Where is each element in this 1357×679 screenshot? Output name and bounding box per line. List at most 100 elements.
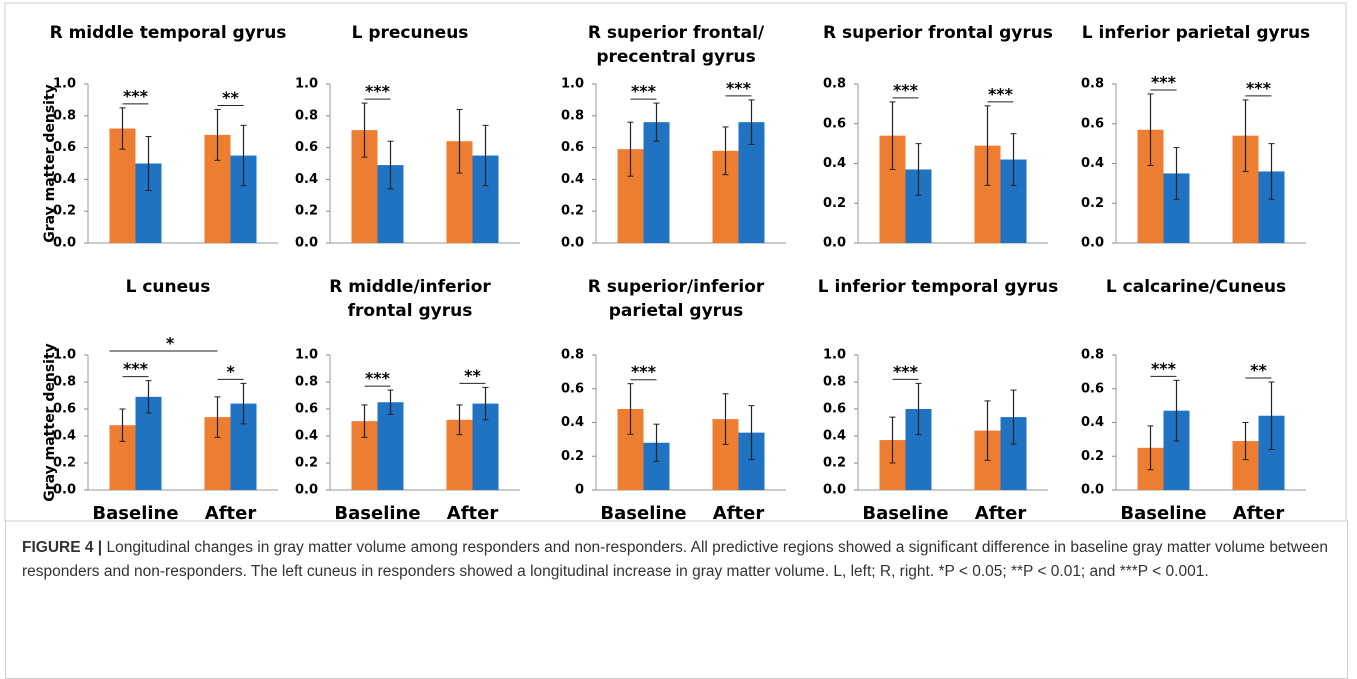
y-tick-label: 0.6: [53, 402, 76, 417]
significance-label: ***: [726, 78, 752, 97]
x-tick-label: Baseline: [1120, 503, 1206, 522]
significance-label: **: [464, 366, 481, 385]
y-tick-label: 0.8: [53, 375, 76, 390]
x-tick-label: After: [713, 503, 765, 522]
significance-label: ***: [893, 362, 919, 381]
y-tick-label: 0.6: [561, 381, 584, 396]
panel-title: R superior/inferior: [588, 277, 765, 297]
y-tick-label: 0.4: [823, 429, 846, 444]
significance-label: ***: [988, 84, 1014, 103]
y-tick-label: 0.8: [53, 108, 76, 123]
panel-title: L precuneus: [352, 23, 469, 43]
significance-label: ***: [365, 369, 391, 388]
significance-label: ***: [631, 362, 657, 381]
y-tick-label: 0.4: [53, 172, 76, 187]
significance-label: ***: [893, 80, 919, 99]
y-tick-label: 0.6: [295, 140, 318, 155]
panel-title: frontal gyrus: [348, 301, 473, 321]
y-tick-label: 1.0: [295, 348, 318, 363]
x-tick-label: Baseline: [334, 503, 420, 522]
y-tick-label: 0.0: [53, 236, 76, 251]
panel-title: L calcarine/Cuneus: [1106, 277, 1286, 297]
y-tick-label: 0.6: [53, 140, 76, 155]
y-tick-label: 0.6: [295, 402, 318, 417]
panel-title: precentral gyrus: [596, 47, 755, 67]
panel-title: R superior frontal gyrus: [823, 23, 1053, 43]
y-tick-label: 0.6: [561, 140, 584, 155]
x-tick-label: Baseline: [600, 503, 686, 522]
y-tick-label: 1.0: [561, 77, 584, 92]
y-tick-label: 1.0: [295, 77, 318, 92]
y-tick-label: 0.4: [1081, 415, 1104, 430]
significance-label: *: [166, 334, 175, 353]
y-tick-label: 1.0: [53, 77, 76, 92]
y-tick-label: 0.0: [561, 236, 584, 251]
y-axis-label: Gray matter density: [42, 84, 58, 243]
figure: R middle temporal gyrus Gray matter densi…: [4, 2, 1347, 522]
y-tick-label: 0.2: [53, 204, 76, 219]
y-tick-label: 0.4: [561, 415, 584, 430]
significance-label: ***: [1151, 359, 1177, 378]
panel-title: parietal gyrus: [609, 301, 744, 321]
significance-label: **: [1250, 361, 1267, 380]
y-tick-label: 0.4: [295, 172, 318, 187]
significance-label: ***: [631, 82, 657, 101]
y-tick-label: 0.8: [1081, 77, 1104, 92]
significance-label: ***: [1151, 72, 1177, 91]
caption: FIGURE 4 | Longitudinal changes in gray …: [5, 520, 1348, 679]
caption-label: FIGURE 4 |: [22, 539, 103, 556]
y-tick-label: 0.0: [295, 236, 318, 251]
y-tick-label: 0.2: [53, 456, 76, 471]
y-tick-label: 0.8: [823, 375, 846, 390]
y-tick-label: 0.6: [823, 402, 846, 417]
bar: [643, 122, 670, 243]
figure-border: [4, 2, 1347, 522]
x-tick-label: Baseline: [92, 503, 178, 522]
y-axis-label: Gray matter density: [42, 343, 58, 502]
significance-label: **: [222, 88, 239, 107]
y-tick-label: 0.8: [823, 77, 846, 92]
significance-label: ***: [1246, 78, 1272, 97]
significance-label: ***: [365, 82, 391, 101]
x-tick-label: Baseline: [862, 503, 948, 522]
y-tick-label: 0.0: [53, 483, 76, 498]
y-tick-label: 1.0: [823, 348, 846, 363]
panel-title: R middle/inferior: [329, 277, 491, 297]
y-tick-label: 0.8: [295, 375, 318, 390]
y-tick-label: 0.6: [1081, 116, 1104, 131]
y-tick-label: 0.0: [1081, 236, 1104, 251]
y-tick-label: 0.2: [823, 456, 846, 471]
panel-title: R middle temporal gyrus: [50, 23, 287, 43]
y-tick-label: 0.4: [295, 429, 318, 444]
bar: [377, 402, 404, 490]
y-tick-label: 0.0: [823, 483, 846, 498]
x-tick-label: After: [205, 503, 257, 522]
panel-title: L inferior parietal gyrus: [1082, 23, 1310, 43]
y-tick-label: 0.0: [823, 236, 846, 251]
y-tick-label: 0.2: [295, 456, 318, 471]
panel-title: L inferior temporal gyrus: [818, 277, 1058, 297]
y-tick-label: 0.8: [295, 108, 318, 123]
significance-label: ***: [123, 359, 149, 378]
y-tick-label: 0: [575, 483, 584, 498]
x-tick-label: After: [975, 503, 1027, 522]
x-tick-label: After: [447, 503, 499, 522]
caption-text: Longitudinal changes in gray matter volu…: [22, 539, 1328, 580]
y-tick-label: 0.8: [561, 108, 584, 123]
y-tick-label: 0.2: [1081, 449, 1104, 464]
y-tick-label: 0.0: [295, 483, 318, 498]
y-tick-label: 0.4: [561, 172, 584, 187]
y-tick-label: 0.2: [823, 196, 846, 211]
y-tick-label: 0.2: [561, 449, 584, 464]
y-tick-label: 0.8: [1081, 348, 1104, 363]
y-tick-label: 0.8: [561, 348, 584, 363]
y-tick-label: 1.0: [53, 348, 76, 363]
panel-title: L cuneus: [126, 277, 211, 297]
y-tick-label: 0.4: [1081, 156, 1104, 171]
y-tick-label: 0.2: [561, 204, 584, 219]
y-tick-label: 0.4: [823, 156, 846, 171]
y-tick-label: 0.2: [1081, 196, 1104, 211]
y-tick-label: 0.4: [53, 429, 76, 444]
y-tick-label: 0.0: [1081, 483, 1104, 498]
